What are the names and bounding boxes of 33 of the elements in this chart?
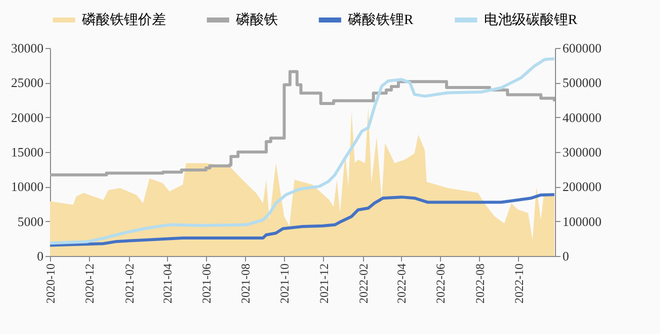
y2-tick-label: 400000 [562,110,602,125]
y2-tick-label: 300000 [562,144,602,160]
legend-label: 电池级碳酸锂R [484,12,578,28]
y2-tick-label: 200000 [562,179,602,194]
y2-tick-label: 500000 [562,75,602,90]
x-tick-label: 2021-10 [278,264,292,304]
y-tick-label: 15000 [11,144,44,160]
y2-tick-label: 600000 [562,40,602,56]
y-tick-label: 10000 [11,179,44,194]
x-tick-label: 2021-02 [122,264,136,304]
y-tick-label: 25000 [11,75,44,90]
legend-label: 磷酸铁 [235,12,278,28]
x-tick-label: 2020-12 [82,264,97,304]
y2-tick-label: 100000 [562,214,602,229]
x-tick-label: 2021-12 [316,264,331,304]
y-tick-label: 20000 [11,110,44,125]
x-tick-label: 2021-08 [238,264,253,304]
x-tick-label: 2021-06 [199,264,214,304]
legend-label: 磷酸铁锂价差 [81,12,166,28]
x-tick-label: 2022-10 [512,264,526,304]
y-tick-label: 5000 [18,214,44,229]
legend-label: 磷酸铁锂R [347,12,414,28]
x-tick-label: 2022-02 [356,264,371,304]
x-tick-label: 2022-04 [394,264,408,304]
y-tick-label: 0 [37,248,44,264]
x-tick-label: 2021-04 [160,264,174,304]
y-tick-label: 30000 [11,40,44,56]
line-series [50,193,555,247]
y2-tick-label: 0 [562,248,569,264]
x-tick-label: 2020-10 [44,264,58,304]
x-tick-label: 2022-06 [434,264,448,304]
x-tick-label: 2022-08 [472,264,487,304]
line-series [50,57,555,245]
